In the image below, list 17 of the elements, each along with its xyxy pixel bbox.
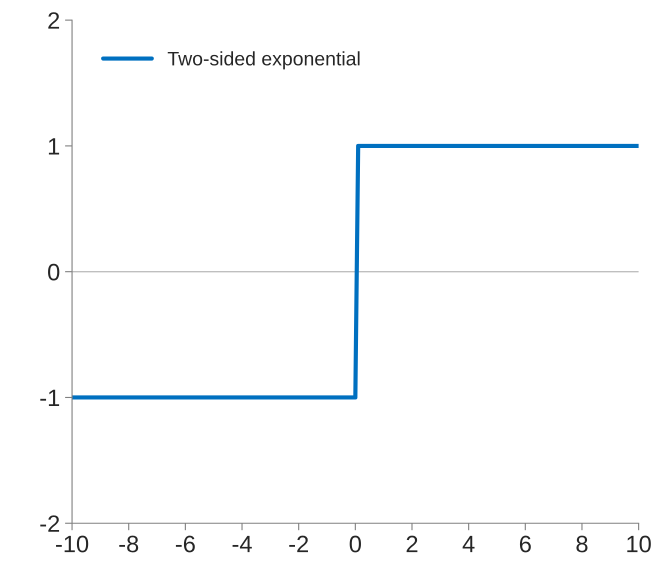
- x-tick-label: -10: [56, 536, 88, 552]
- x-tick-label: 4: [462, 536, 475, 552]
- x-tick-label: 2: [406, 536, 418, 552]
- x-tick-label: 10: [627, 536, 651, 552]
- x-tick-label: -4: [232, 536, 252, 552]
- y-tick-label: 1: [48, 138, 60, 154]
- y-tick-label: -1: [40, 390, 60, 406]
- legend-label: Two-sided exponential: [168, 51, 360, 70]
- x-tick-label: 0: [350, 536, 361, 552]
- x-tick-label: -8: [119, 536, 138, 552]
- y-tick-label: -2: [40, 515, 60, 532]
- y-tick-label: 2: [48, 12, 60, 29]
- x-tick-label: 8: [576, 536, 588, 552]
- x-tick-label: -6: [176, 536, 195, 552]
- x-tick-label: 6: [520, 536, 531, 552]
- y-tick-label: 0: [48, 264, 60, 280]
- x-tick-label: -2: [289, 536, 308, 552]
